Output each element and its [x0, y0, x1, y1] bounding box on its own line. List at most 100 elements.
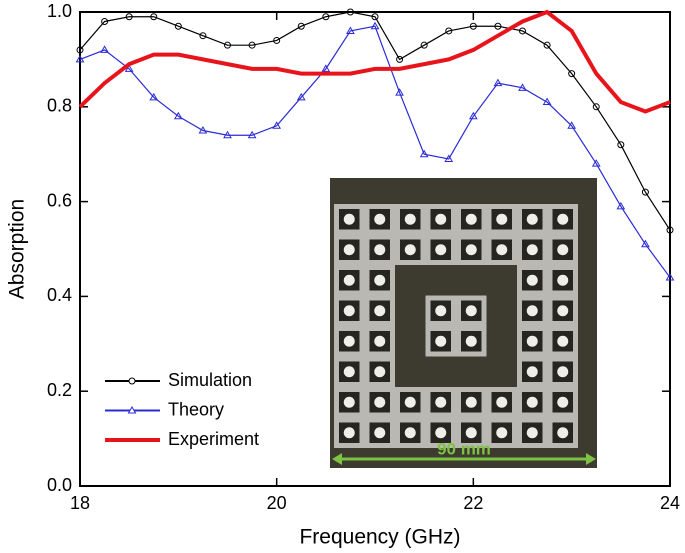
- patch: [465, 335, 477, 347]
- patch: [557, 427, 569, 439]
- patch: [526, 213, 538, 225]
- legend-label: Experiment: [168, 429, 259, 449]
- patch: [526, 335, 538, 347]
- series-line: [78, 9, 671, 114]
- patch: [557, 274, 569, 286]
- patch: [374, 366, 386, 378]
- point-marker: [124, 64, 134, 72]
- point-marker: [125, 13, 133, 21]
- point-marker: [665, 272, 675, 281]
- patch: [557, 335, 569, 347]
- point-marker: [149, 92, 159, 101]
- point-marker: [150, 13, 158, 21]
- point-marker: [101, 17, 109, 25]
- patch: [374, 305, 386, 317]
- x-axis-title: Frequency (GHz): [299, 526, 460, 549]
- point-marker: [371, 13, 379, 21]
- point-marker: [321, 64, 331, 72]
- point-marker: [247, 130, 257, 139]
- point-marker: [272, 121, 282, 129]
- patch: [404, 213, 416, 225]
- patch: [343, 427, 355, 439]
- patch: [557, 396, 569, 408]
- patch: [343, 244, 355, 256]
- patch: [526, 274, 538, 286]
- inset-photo: 90 mm: [330, 178, 597, 468]
- patch: [526, 427, 538, 439]
- patch: [404, 244, 416, 256]
- point-marker: [296, 92, 306, 101]
- patch: [557, 213, 569, 225]
- patch: [465, 213, 477, 225]
- x-tick-label: 20: [267, 493, 287, 513]
- patch: [526, 244, 538, 256]
- legend-label: Simulation: [168, 370, 252, 390]
- point-marker: [199, 32, 207, 40]
- y-tick-label: 0.4: [47, 285, 72, 305]
- y-tick-label: 0.0: [47, 475, 72, 495]
- point-marker: [543, 41, 551, 49]
- point-marker: [617, 141, 625, 149]
- patch: [557, 305, 569, 317]
- patch: [496, 213, 508, 225]
- patch: [343, 305, 355, 317]
- point-marker: [468, 111, 478, 120]
- patch: [435, 396, 447, 408]
- point-marker: [100, 45, 109, 53]
- patch: [404, 427, 416, 439]
- point-marker: [273, 36, 281, 44]
- point-marker: [173, 111, 183, 120]
- annotation: 90 mm: [437, 439, 491, 458]
- patch: [435, 305, 447, 317]
- point-marker: [198, 126, 208, 134]
- y-tick-label: 0.8: [47, 96, 72, 116]
- y-tick-label: 1.0: [47, 1, 72, 21]
- point-marker: [346, 8, 354, 16]
- patch: [526, 366, 538, 378]
- patch: [496, 244, 508, 256]
- patch: [465, 305, 477, 317]
- point-marker: [445, 27, 453, 35]
- point-marker: [616, 201, 626, 210]
- patch: [557, 366, 569, 378]
- x-tick-label: 24: [660, 493, 680, 513]
- y-tick-label: 0.2: [47, 380, 72, 400]
- point-marker: [395, 88, 404, 96]
- legend-label: Theory: [168, 399, 224, 419]
- point-marker: [223, 130, 232, 139]
- point-marker: [592, 103, 600, 111]
- series-line: [79, 11, 671, 231]
- point-marker: [469, 22, 477, 30]
- point-marker: [75, 54, 85, 63]
- patch: [374, 244, 386, 256]
- point-marker: [419, 149, 429, 158]
- point-marker: [494, 22, 502, 30]
- point-marker: [444, 154, 454, 162]
- legend-marker: [128, 377, 136, 385]
- point-marker: [346, 26, 355, 34]
- patch: [374, 213, 386, 225]
- patch: [404, 396, 416, 408]
- patch: [435, 213, 447, 225]
- point-marker: [248, 41, 256, 49]
- y-axis-title: Absorption: [6, 199, 29, 299]
- patch: [343, 366, 355, 378]
- point-marker: [542, 97, 552, 106]
- point-marker: [420, 41, 428, 49]
- patch: [435, 335, 447, 347]
- point-marker: [224, 41, 231, 49]
- series-line: [79, 25, 671, 278]
- point-marker: [518, 83, 527, 91]
- point-marker: [396, 55, 404, 63]
- patch: [374, 396, 386, 408]
- point-marker: [76, 46, 84, 54]
- point-marker: [493, 78, 503, 87]
- x-tick-label: 18: [70, 493, 90, 513]
- point-marker: [297, 22, 305, 30]
- point-marker: [568, 70, 576, 78]
- x-tick-label: 22: [463, 493, 483, 513]
- patch: [465, 244, 477, 256]
- patch: [496, 427, 508, 439]
- patch: [465, 427, 477, 439]
- plot-frame: [79, 11, 671, 487]
